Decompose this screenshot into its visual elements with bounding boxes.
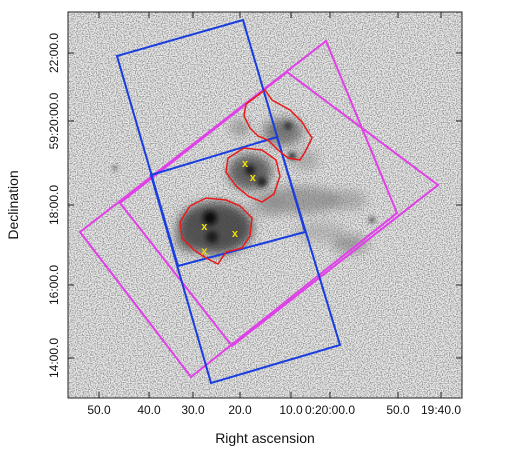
x-tick-label: 50.0	[386, 403, 410, 417]
fov-overlays	[78, 18, 440, 385]
x-tick-label: 19:40.0	[421, 403, 461, 417]
x-tick-label: 30.0	[181, 403, 205, 417]
source-marker: x	[242, 158, 249, 170]
y-axis-title: Declination	[5, 170, 21, 239]
x-tick-label: 40.0	[137, 403, 161, 417]
source-marker: x	[201, 246, 208, 258]
magenta-field-right	[118, 70, 440, 348]
source-marker: x	[201, 221, 208, 233]
y-axis-ticks: 14:00.0 16:00.0 18:00.0 59:20:00.0 22:00.0	[47, 33, 462, 378]
source-marker: x	[232, 228, 239, 240]
red-contour-north	[243, 88, 313, 161]
x-tick-label: 0:20:00.0	[305, 403, 355, 417]
y-tick-label: 16:00.0	[47, 265, 61, 305]
x-tick-label: 50.0	[87, 403, 111, 417]
blue-field-lower	[149, 135, 342, 385]
sky-image	[68, 12, 462, 398]
source-marker: x	[250, 172, 257, 184]
x-axis-title: Right ascension	[215, 430, 315, 446]
y-tick-label: 14:00.0	[47, 338, 61, 378]
x-axis-ticks: 50.0 40.0 30.0 20.0 10.0 0:20:00.0 50.0 19:40.0	[87, 12, 461, 417]
red-contour-south	[179, 197, 253, 265]
red-contour-middle	[225, 147, 281, 203]
y-tick-label: 18:00.0	[47, 185, 61, 225]
x-tick-label: 10.0	[279, 403, 303, 417]
y-tick-label: 22:00.0	[47, 33, 61, 73]
x-tick-label: 20.0	[228, 403, 252, 417]
y-tick-label: 59:20:00.0	[47, 92, 61, 149]
